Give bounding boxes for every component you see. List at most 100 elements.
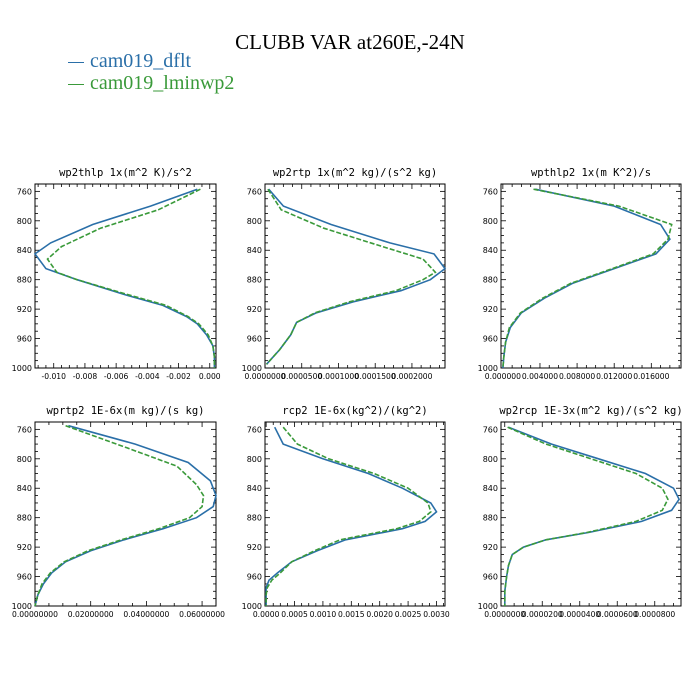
y-tick-label: 920 [17, 543, 32, 552]
legend-line-dflt [68, 61, 84, 63]
y-tick-label: 960 [483, 335, 498, 344]
x-tick-label: 0.0000500 [281, 372, 322, 381]
y-tick-label: 760 [247, 425, 262, 434]
y-tick-label: 800 [483, 217, 498, 226]
x-tick-label: 0.0000 [253, 610, 280, 619]
x-tick-label: 0.0030 [423, 610, 450, 619]
panel-2: wp2rtp 1x(m^2 kg)/(s^2 kg) 760 800 840 880 92… [242, 167, 447, 381]
plot-frame [500, 183, 682, 369]
x-tick-label: 0.0000600 [597, 610, 638, 619]
series-line-dflt [503, 426, 681, 606]
x-tick-label: 0.0002000 [391, 372, 432, 381]
y-tick-label: 800 [247, 217, 262, 226]
x-tick-label: 0.000000 [485, 372, 521, 381]
y-tick-label: 840 [247, 484, 262, 493]
plot-frame [34, 421, 217, 607]
y-tick-label: 880 [247, 276, 262, 285]
plot-frame [500, 421, 682, 607]
y-tick-label: 1000 [12, 602, 32, 611]
x-tick-label: 0.0000000 [244, 372, 285, 381]
x-tick-label: -0.006 [104, 372, 129, 381]
x-tick-label: 0.0020 [366, 610, 393, 619]
y-tick-label: 840 [483, 484, 498, 493]
y-tick-label: 760 [247, 187, 262, 196]
plot-frame [264, 183, 446, 369]
y-tick-label: 800 [17, 217, 32, 226]
y-tick-label: 840 [17, 484, 32, 493]
y-tick-label: 1000 [478, 364, 498, 373]
x-tick-label: 0.012000 [596, 372, 632, 381]
x-tick-label: -0.004 [135, 372, 160, 381]
series-line-dflt [34, 424, 217, 607]
y-tick-label: 880 [17, 514, 32, 523]
y-tick-label: 920 [483, 305, 498, 314]
panel-title: wprtp2 1E-6x(m kg)/(s kg) [46, 405, 204, 417]
y-tick-label: 800 [17, 455, 32, 464]
series-line-dflt [502, 188, 671, 369]
panel-title: wp2rcp 1E-3x(m^2 kg)/(s^2 kg) [499, 405, 682, 417]
x-tick-label: 0.008000 [559, 372, 595, 381]
panel-title: rcp2 1E-6x(kg^2)/(kg^2) [282, 405, 427, 417]
y-tick-label: 1000 [478, 602, 498, 611]
panel-5: rcp2 1E-6x(kg^2)/(kg^2) 760 800 840 880 920 96… [242, 405, 450, 619]
legend-entry-lminwp2: cam019_lminwp2 [68, 72, 234, 95]
x-tick-label: 0.0001000 [318, 372, 359, 381]
x-tick-label: 0.0001500 [355, 372, 396, 381]
y-tick-label: 760 [17, 425, 32, 434]
y-tick-label: 920 [247, 543, 262, 552]
y-tick-label: 920 [247, 305, 262, 314]
x-tick-label: 0.000 [199, 372, 221, 381]
series-line-lminwp2 [46, 188, 216, 368]
y-tick-label: 960 [483, 573, 498, 582]
legend-line-lminwp2 [68, 83, 84, 85]
panel-6: wp2rcp 1E-3x(m^2 kg)/(s^2 kg)760 800 840 88… [478, 405, 683, 619]
y-tick-label: 920 [483, 543, 498, 552]
y-tick-label: 960 [17, 335, 32, 344]
y-tick-label: 800 [247, 455, 262, 464]
y-tick-label: 840 [483, 246, 498, 255]
panel-title: wpthlp2 1x(m K^2)/s [531, 167, 651, 179]
y-tick-label: 880 [483, 514, 498, 523]
x-tick-label: 0.0000800 [634, 610, 675, 619]
x-tick-label: 0.0000400 [559, 610, 600, 619]
x-tick-label: 0.0005 [281, 610, 308, 619]
x-tick-label: 0.0000000 [484, 610, 525, 619]
panel-title: wp2thlp 1x(m^2 K)/s^2 [59, 167, 192, 179]
y-tick-label: 840 [17, 246, 32, 255]
legend-label-dflt: cam019_dflt [90, 50, 192, 72]
x-tick-label: -0.010 [41, 372, 66, 381]
plot-frame [264, 421, 446, 607]
x-tick-label: 0.0025 [395, 610, 422, 619]
x-tick-label: 0.0010 [310, 610, 337, 619]
chart-title: CLUBB VAR at260E,-24N [235, 30, 465, 54]
x-tick-label: 0.06000000 [179, 610, 225, 619]
y-tick-label: 760 [17, 187, 32, 196]
x-tick-label: 0.00000000 [12, 610, 58, 619]
y-tick-label: 840 [247, 246, 262, 255]
x-tick-label: 0.02000000 [68, 610, 114, 619]
legend-entry-dflt: cam019_dflt [68, 50, 191, 73]
series-line-dflt [265, 426, 438, 606]
panel-1: wp2thlp 1x(m^2 K)/s^2 760 800 840 880 920 960 1… [12, 167, 221, 381]
x-tick-label: 0.004000 [522, 372, 558, 381]
y-tick-label: 880 [17, 276, 32, 285]
y-tick-label: 960 [247, 335, 262, 344]
legend-label-lminwp2: cam019_lminwp2 [90, 72, 235, 94]
x-tick-label: 0.0015 [338, 610, 365, 619]
x-tick-label: 0.04000000 [123, 610, 169, 619]
y-tick-label: 760 [483, 187, 498, 196]
panel-3: wpthlp2 1x(m K^2)/s 760 800 840 880 920 960 100… [478, 167, 682, 381]
y-tick-label: 1000 [242, 364, 262, 373]
y-tick-label: 960 [17, 573, 32, 582]
y-tick-label: 960 [247, 573, 262, 582]
x-tick-label: -0.008 [73, 372, 98, 381]
x-tick-label: 0.016000 [633, 372, 669, 381]
y-tick-label: 760 [483, 425, 498, 434]
series-line-lminwp2 [265, 188, 437, 365]
y-tick-label: 880 [483, 276, 498, 285]
series-line-dflt [33, 188, 216, 368]
y-tick-label: 1000 [242, 602, 262, 611]
y-tick-label: 920 [17, 305, 32, 314]
series-line-lminwp2 [34, 424, 205, 607]
